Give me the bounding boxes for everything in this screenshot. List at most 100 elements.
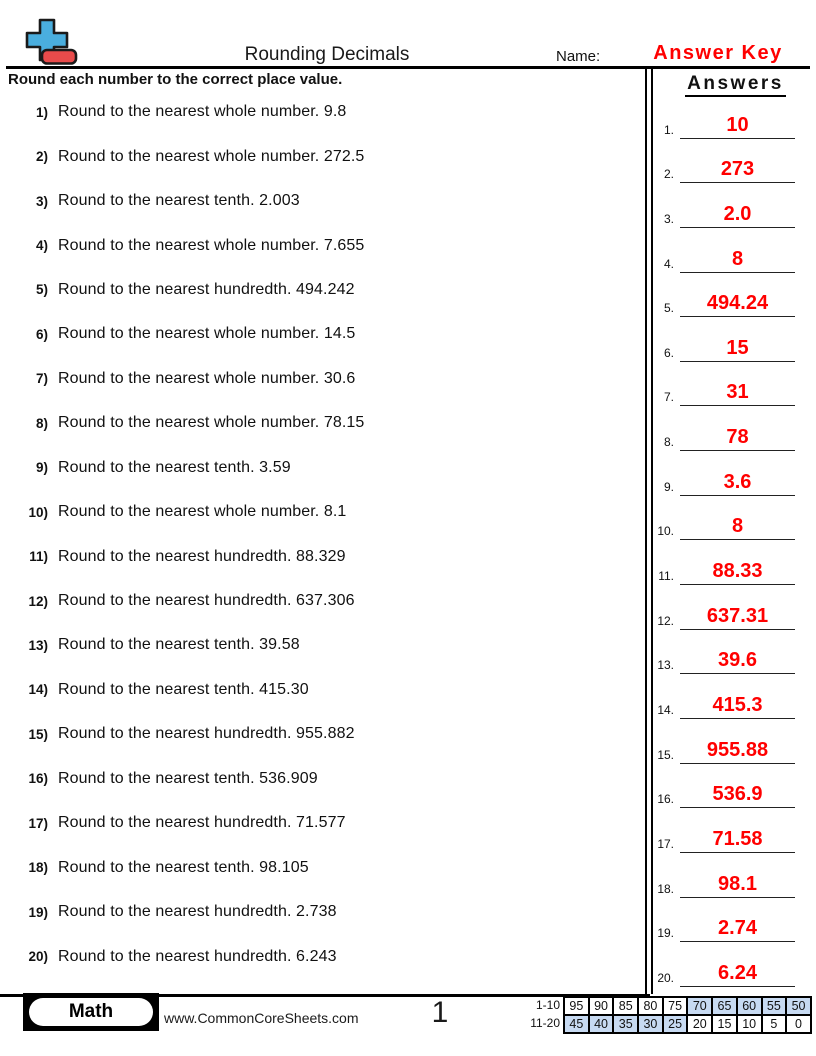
questions-list: 1) Round to the nearest whole number. 9.… bbox=[8, 90, 638, 979]
answer-value: 15 bbox=[680, 338, 795, 362]
score-cell: 75 bbox=[662, 997, 688, 1015]
answer-number: 12. bbox=[657, 613, 674, 628]
question-number: 4) bbox=[35, 238, 48, 254]
question-number: 7) bbox=[35, 371, 48, 387]
question-text: Round to the nearest hundredth. 6.243 bbox=[58, 947, 337, 965]
question-row: 9) Round to the nearest tenth. 3.59 bbox=[8, 446, 638, 490]
score-cell: 10 bbox=[736, 1014, 762, 1033]
question-text: Round to the nearest whole number. 272.5 bbox=[58, 147, 365, 165]
question-text: Round to the nearest hundredth. 494.242 bbox=[58, 280, 355, 298]
answer-row: 2. 273 bbox=[648, 139, 810, 184]
answer-row: 20. 6.24 bbox=[648, 942, 810, 987]
answer-row: 3. 2.0 bbox=[648, 183, 810, 228]
answer-number: 4. bbox=[663, 256, 674, 271]
answer-value: 98.1 bbox=[680, 874, 795, 898]
question-row: 19) Round to the nearest hundredth. 2.73… bbox=[8, 890, 638, 934]
question-row: 18) Round to the nearest tenth. 98.105 bbox=[8, 845, 638, 889]
answer-value: 637.31 bbox=[680, 606, 795, 630]
score-cell: 95 bbox=[564, 997, 589, 1015]
score-row-label: 1-10 bbox=[535, 998, 560, 1012]
answer-row: 15. 955.88 bbox=[648, 719, 810, 764]
question-row: 10) Round to the nearest whole number. 8… bbox=[8, 490, 638, 534]
score-cell: 90 bbox=[588, 997, 614, 1015]
question-row: 1) Round to the nearest whole number. 9.… bbox=[8, 90, 638, 134]
question-row: 7) Round to the nearest whole number. 30… bbox=[8, 357, 638, 401]
question-number: 1) bbox=[35, 104, 48, 120]
name-label: Name: bbox=[556, 48, 601, 65]
question-number: 17) bbox=[28, 815, 48, 831]
question-row: 11) Round to the nearest hundredth. 88.3… bbox=[8, 534, 638, 578]
answer-value: 39.6 bbox=[680, 650, 795, 675]
subject-badge: Math bbox=[23, 993, 159, 1031]
question-number: 3) bbox=[35, 193, 48, 209]
question-number: 20) bbox=[28, 949, 48, 965]
question-row: 8) Round to the nearest whole number. 78… bbox=[8, 401, 638, 445]
question-text: Round to the nearest whole number. 14.5 bbox=[58, 325, 356, 343]
question-number: 15) bbox=[28, 726, 48, 742]
answer-number: 11. bbox=[658, 569, 674, 584]
question-number: 9) bbox=[35, 460, 48, 476]
question-row: 6) Round to the nearest whole number. 14… bbox=[8, 312, 638, 356]
answer-row: 14. 415.3 bbox=[648, 674, 810, 719]
question-row: 16) Round to the nearest tenth. 536.909 bbox=[8, 757, 638, 801]
answer-number: 3. bbox=[663, 211, 674, 226]
question-number: 18) bbox=[28, 860, 48, 876]
answer-number: 20. bbox=[657, 970, 674, 985]
score-cell: 25 bbox=[662, 1014, 688, 1033]
answer-row: 8. 78 bbox=[648, 406, 810, 452]
footer-divider bbox=[0, 994, 650, 997]
answer-number: 13. bbox=[657, 658, 674, 673]
question-row: 15) Round to the nearest hundredth. 955.… bbox=[8, 712, 638, 756]
score-cell: 50 bbox=[786, 997, 811, 1015]
answer-number: 8. bbox=[663, 435, 674, 450]
score-cell: 55 bbox=[761, 997, 787, 1015]
answer-value: 2.74 bbox=[680, 918, 795, 943]
answer-number: 6. bbox=[663, 345, 674, 360]
question-number: 11) bbox=[29, 549, 48, 565]
score-table: 95 90 85 80 75 70 65 60 55 50 45 40 35 30 25 20 15 10 5 0 bbox=[563, 996, 812, 1034]
question-number: 6) bbox=[35, 326, 48, 342]
answer-value: 78 bbox=[680, 427, 795, 452]
answer-value: 71.58 bbox=[680, 829, 795, 853]
question-text: Round to the nearest tenth. 536.909 bbox=[58, 769, 318, 787]
answer-value: 31 bbox=[680, 382, 795, 407]
score-cell: 20 bbox=[687, 1014, 713, 1033]
answer-value: 8 bbox=[680, 249, 795, 273]
website-link: www.CommonCoreSheets.com bbox=[164, 1010, 359, 1026]
page-number: 1 bbox=[431, 996, 449, 1029]
question-text: Round to the nearest whole number. 78.15 bbox=[58, 414, 365, 432]
question-number: 2) bbox=[35, 149, 48, 165]
question-text: Round to the nearest tenth. 3.59 bbox=[58, 458, 291, 476]
answer-value: 6.24 bbox=[680, 963, 795, 987]
answer-number: 15. bbox=[657, 747, 674, 762]
answer-key-label: Answer Key bbox=[653, 42, 783, 64]
answer-value: 10 bbox=[680, 115, 795, 139]
answer-row: 11. 88.33 bbox=[648, 540, 810, 586]
answer-number: 5. bbox=[663, 301, 674, 316]
question-number: 16) bbox=[28, 771, 48, 787]
question-text: Round to the nearest hundredth. 2.738 bbox=[58, 903, 337, 921]
question-text: Round to the nearest whole number. 7.655 bbox=[58, 236, 365, 254]
answer-value: 415.3 bbox=[680, 695, 795, 719]
logo-minus-shape bbox=[40, 48, 78, 65]
instruction-text: Round each number to the correct place v… bbox=[8, 71, 343, 88]
question-number: 10) bbox=[28, 504, 48, 520]
question-text: Round to the nearest whole number. 8.1 bbox=[58, 503, 347, 521]
question-row: 2) Round to the nearest whole number. 27… bbox=[8, 134, 638, 178]
question-text: Round to the nearest tenth. 39.58 bbox=[58, 636, 300, 654]
score-cell: 45 bbox=[564, 1014, 589, 1033]
question-text: Round to the nearest tenth. 98.105 bbox=[58, 858, 309, 876]
score-cell: 40 bbox=[588, 1014, 614, 1033]
question-row: 17) Round to the nearest hundredth. 71.5… bbox=[8, 801, 638, 845]
answer-number: 1. bbox=[663, 122, 674, 137]
question-text: Round to the nearest tenth. 2.003 bbox=[58, 192, 300, 210]
answer-value: 494.24 bbox=[680, 293, 795, 318]
question-number: 8) bbox=[35, 415, 48, 431]
answer-row: 18. 98.1 bbox=[648, 853, 810, 898]
answer-row: 12. 637.31 bbox=[648, 585, 810, 630]
question-text: Round to the nearest hundredth. 71.577 bbox=[58, 814, 346, 832]
question-row: 3) Round to the nearest tenth. 2.003 bbox=[8, 179, 638, 223]
question-number: 5) bbox=[35, 282, 48, 298]
subject-badge-label: Math bbox=[29, 998, 153, 1026]
